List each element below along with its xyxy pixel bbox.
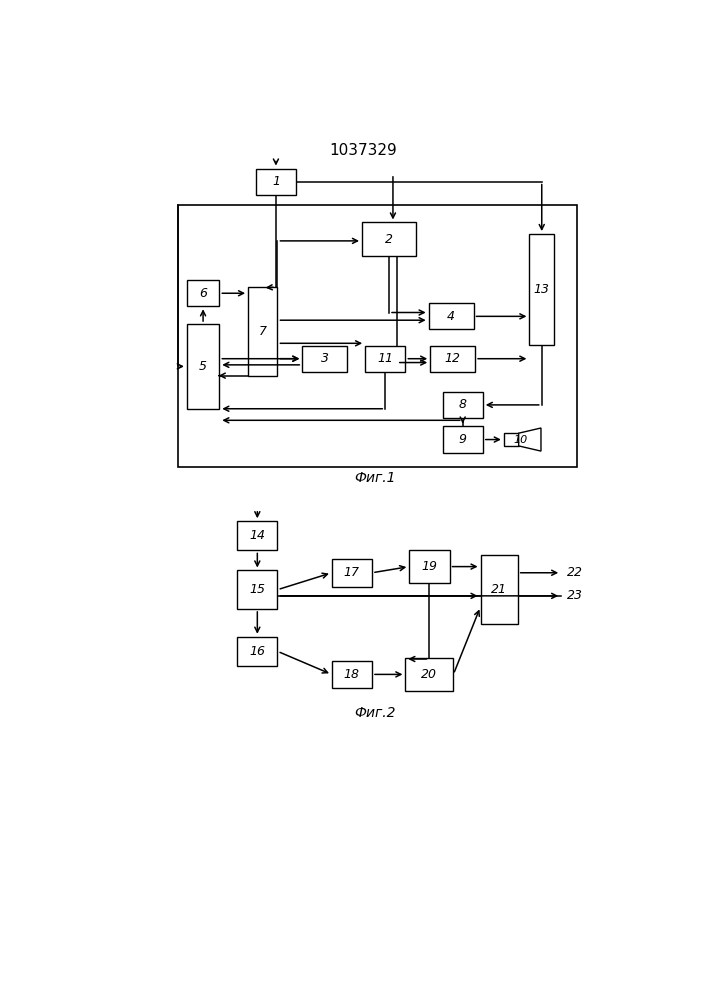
- Bar: [481, 555, 518, 624]
- Bar: [405, 658, 453, 691]
- Text: 22: 22: [567, 566, 583, 579]
- Bar: [187, 324, 219, 409]
- Bar: [332, 559, 372, 587]
- Text: 7: 7: [259, 325, 267, 338]
- Text: 19: 19: [421, 560, 438, 573]
- Text: 20: 20: [421, 668, 438, 681]
- Text: 16: 16: [250, 645, 265, 658]
- Text: 18: 18: [344, 668, 360, 681]
- Polygon shape: [519, 428, 541, 451]
- Text: 12: 12: [445, 352, 461, 365]
- Text: 9: 9: [459, 433, 467, 446]
- Text: Фиг.1: Фиг.1: [354, 471, 396, 485]
- Bar: [409, 550, 450, 583]
- Text: 1037329: 1037329: [329, 143, 397, 158]
- Bar: [428, 303, 474, 329]
- Bar: [443, 392, 483, 418]
- Text: 14: 14: [250, 529, 265, 542]
- Bar: [303, 346, 347, 372]
- Bar: [237, 637, 277, 666]
- Text: 8: 8: [459, 398, 467, 411]
- Text: 17: 17: [344, 566, 360, 579]
- Text: 4: 4: [447, 310, 455, 323]
- Bar: [443, 426, 483, 453]
- Bar: [248, 287, 277, 376]
- Text: 13: 13: [534, 283, 550, 296]
- Text: 3: 3: [321, 352, 329, 365]
- Bar: [530, 234, 554, 345]
- Text: 1: 1: [272, 175, 280, 188]
- Bar: [256, 169, 296, 195]
- Text: 11: 11: [378, 352, 393, 365]
- Text: 15: 15: [250, 583, 265, 596]
- Bar: [430, 346, 475, 372]
- Bar: [332, 661, 372, 688]
- Bar: [187, 280, 219, 306]
- Bar: [362, 222, 416, 256]
- Text: 21: 21: [491, 583, 507, 596]
- Text: 10: 10: [513, 435, 527, 445]
- Bar: [237, 570, 277, 609]
- Bar: [237, 521, 277, 550]
- Bar: [365, 346, 405, 372]
- Bar: [504, 433, 519, 446]
- Text: 6: 6: [199, 287, 207, 300]
- Text: Фиг.2: Фиг.2: [354, 706, 396, 720]
- Text: 23: 23: [567, 589, 583, 602]
- Bar: [177, 205, 577, 466]
- Text: 5: 5: [199, 360, 207, 373]
- Text: 2: 2: [385, 233, 393, 246]
